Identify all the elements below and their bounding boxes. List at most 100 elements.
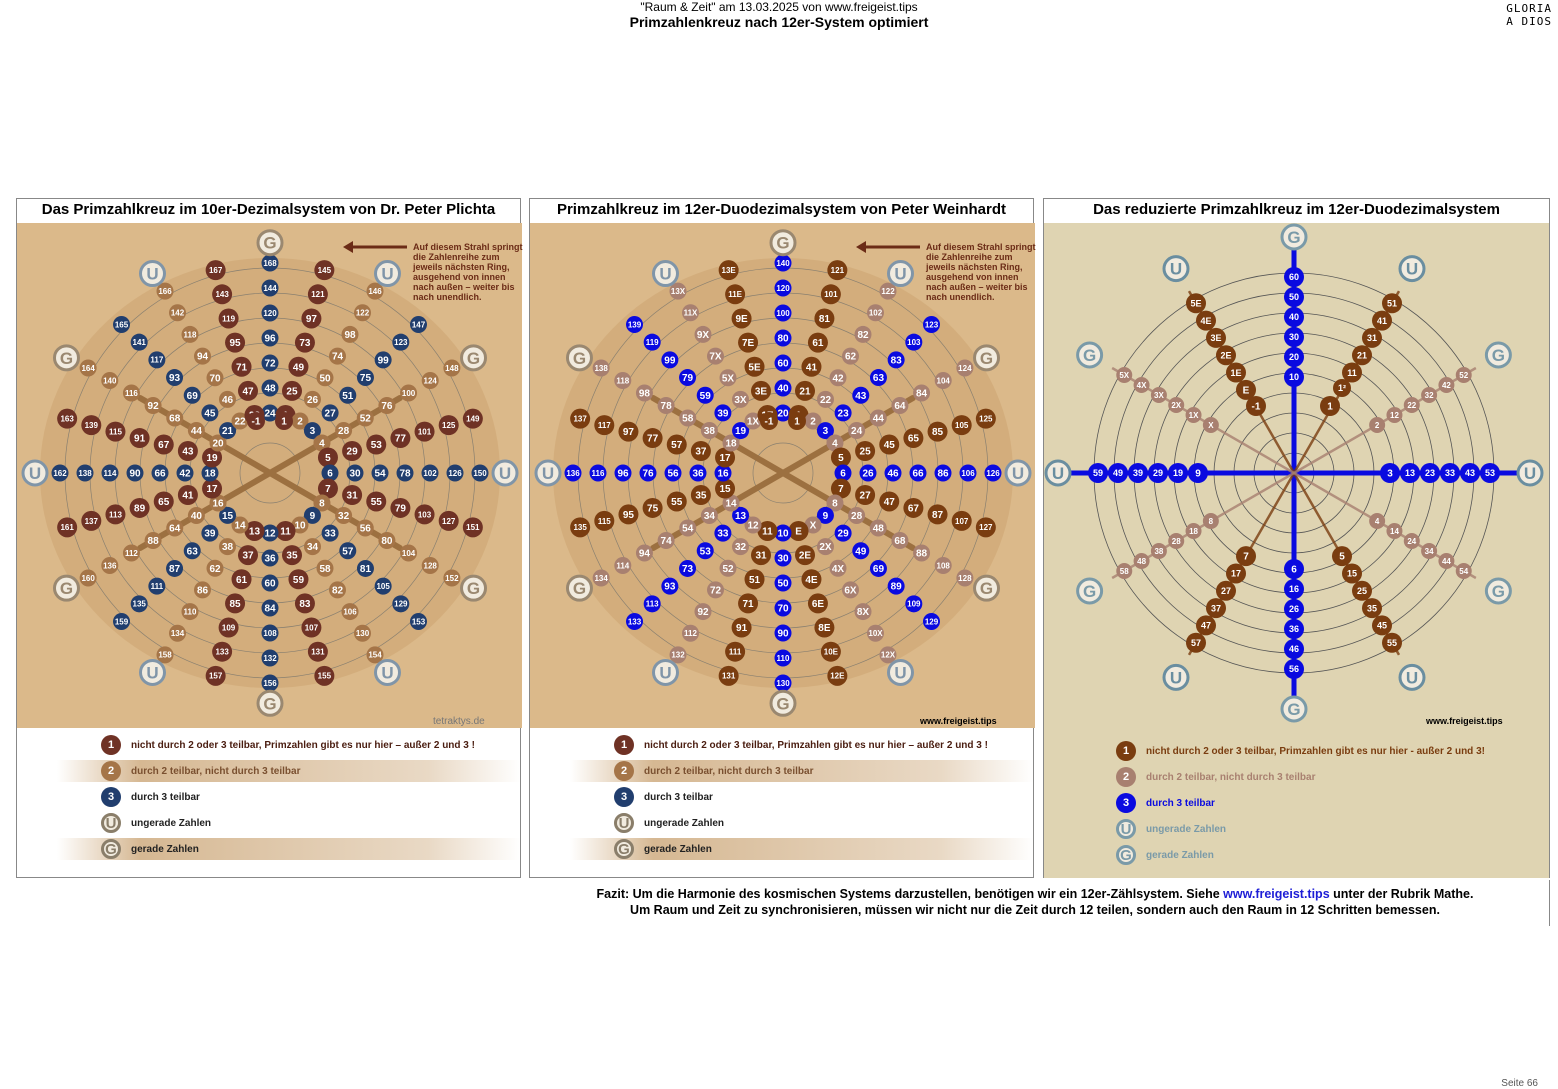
number-badge: 111 [725, 641, 746, 662]
number-badge: 39 [714, 404, 732, 422]
number-badge: 18 [1185, 523, 1202, 539]
svg-text:14: 14 [1390, 527, 1399, 536]
odd-marker: U [139, 658, 166, 686]
number-badge: 147 [409, 316, 427, 334]
svg-text:41: 41 [806, 362, 818, 373]
svg-text:34: 34 [704, 511, 716, 522]
number-badge: 13 [244, 520, 265, 541]
svg-text:15: 15 [1347, 569, 1357, 579]
svg-text:U: U [659, 663, 671, 682]
svg-text:53: 53 [371, 440, 383, 451]
number-badge: 62 [842, 347, 859, 365]
svg-text:G: G [776, 694, 789, 713]
svg-text:55: 55 [1387, 638, 1397, 648]
even-marker: G [565, 574, 593, 602]
svg-text:133: 133 [628, 617, 642, 626]
svg-text:32: 32 [1425, 391, 1434, 400]
number-badge: 12 [261, 524, 279, 542]
svg-text:66: 66 [154, 469, 166, 480]
svg-text:129: 129 [925, 617, 939, 626]
number-badge: 2X [817, 538, 834, 556]
odd-marker: U [1398, 255, 1426, 283]
number-badge: 50 [774, 574, 792, 592]
svg-text:138: 138 [78, 469, 92, 478]
svg-text:113: 113 [646, 600, 659, 609]
number-badge: 24 [261, 404, 279, 422]
svg-text:111: 111 [729, 648, 742, 657]
svg-text:92: 92 [148, 401, 160, 412]
number-badge: 68 [891, 532, 909, 549]
number-badge: 21 [219, 422, 237, 440]
number-badge: 12 [1386, 407, 1403, 423]
page-number: Seite 66 [1501, 1078, 1538, 1089]
number-badge: 119 [643, 333, 661, 351]
panel-duodecimal: Primzahlkreuz im 12er-Duodezimalsystem v… [529, 198, 1036, 878]
even-marker: G [1484, 577, 1512, 605]
number-badge: 3 [303, 422, 321, 440]
freigeist-link[interactable]: www.freigeist.tips [1223, 887, 1330, 901]
number-badge: 59 [288, 569, 309, 590]
legend-symbol: 2 [614, 761, 634, 781]
number-badge: 145 [314, 260, 335, 281]
number-badge: 93 [166, 369, 184, 387]
number-badge: 139 [626, 316, 644, 334]
svg-text:19: 19 [206, 453, 218, 464]
legend-symbol: G [101, 839, 121, 859]
svg-text:84: 84 [916, 389, 928, 400]
svg-text:22: 22 [234, 417, 246, 428]
even-marker: G [769, 689, 797, 717]
odd-marker: U [652, 658, 679, 686]
number-badge: 102 [421, 464, 439, 482]
number-badge: 96 [261, 329, 279, 347]
svg-text:37: 37 [1211, 603, 1221, 613]
number-badge: 72 [707, 581, 724, 599]
number-badge: 136 [101, 557, 119, 574]
svg-text:U: U [1170, 668, 1182, 687]
svg-text:71: 71 [236, 362, 248, 373]
svg-text:86: 86 [937, 469, 949, 480]
number-badge: 29 [1148, 463, 1168, 483]
even-marker: G [460, 344, 488, 372]
number-badge: 141 [130, 333, 148, 351]
svg-text:32: 32 [735, 542, 747, 553]
number-badge: 77 [390, 428, 411, 449]
svg-text:U: U [894, 663, 906, 682]
svg-text:98: 98 [344, 330, 356, 341]
svg-text:133: 133 [215, 648, 229, 657]
legend-text: durch 2 teilbar, nicht durch 3 teilbar [1146, 771, 1316, 783]
number-badge: 107 [951, 510, 972, 531]
svg-text:163: 163 [60, 415, 74, 424]
svg-text:55: 55 [671, 497, 683, 508]
legend-item: 1 nicht durch 2 oder 3 teilbar, Primzahle… [1116, 740, 1485, 762]
number-badge: 58 [679, 409, 697, 427]
number-badge: 66 [909, 464, 927, 482]
number-badge: 114 [614, 557, 632, 574]
conclusion-text: Fazit: Um die Harmonie des kosmischen Sy… [529, 886, 1541, 918]
number-badge: 69 [869, 559, 887, 577]
number-badge: 15 [219, 506, 237, 524]
number-badge: 2X [1168, 397, 1185, 413]
conclusion-prefix: Fazit: Um die Harmonie des kosmischen Sy… [596, 887, 1224, 901]
svg-text:58: 58 [319, 564, 331, 575]
number-badge: 67 [903, 497, 924, 518]
number-badge: 92 [144, 397, 162, 414]
svg-text:61: 61 [812, 338, 824, 349]
number-badge: 13 [1400, 463, 1420, 483]
svg-text:137: 137 [573, 415, 587, 424]
svg-text:117: 117 [150, 356, 163, 365]
number-badge: 60 [1284, 267, 1304, 287]
svg-text:7: 7 [838, 484, 844, 495]
svg-text:130: 130 [776, 679, 790, 688]
number-badge: 53 [366, 434, 387, 455]
svg-text:35: 35 [286, 551, 298, 562]
number-badge: 31 [342, 484, 363, 505]
svg-text:G: G [60, 349, 73, 368]
number-badge: 20 [774, 404, 792, 422]
svg-text:60: 60 [264, 579, 276, 590]
number-badge: 131 [307, 641, 328, 662]
number-badge: 153 [409, 612, 427, 630]
number-badge: 46 [884, 464, 902, 482]
legend-symbol: 2 [101, 761, 121, 781]
